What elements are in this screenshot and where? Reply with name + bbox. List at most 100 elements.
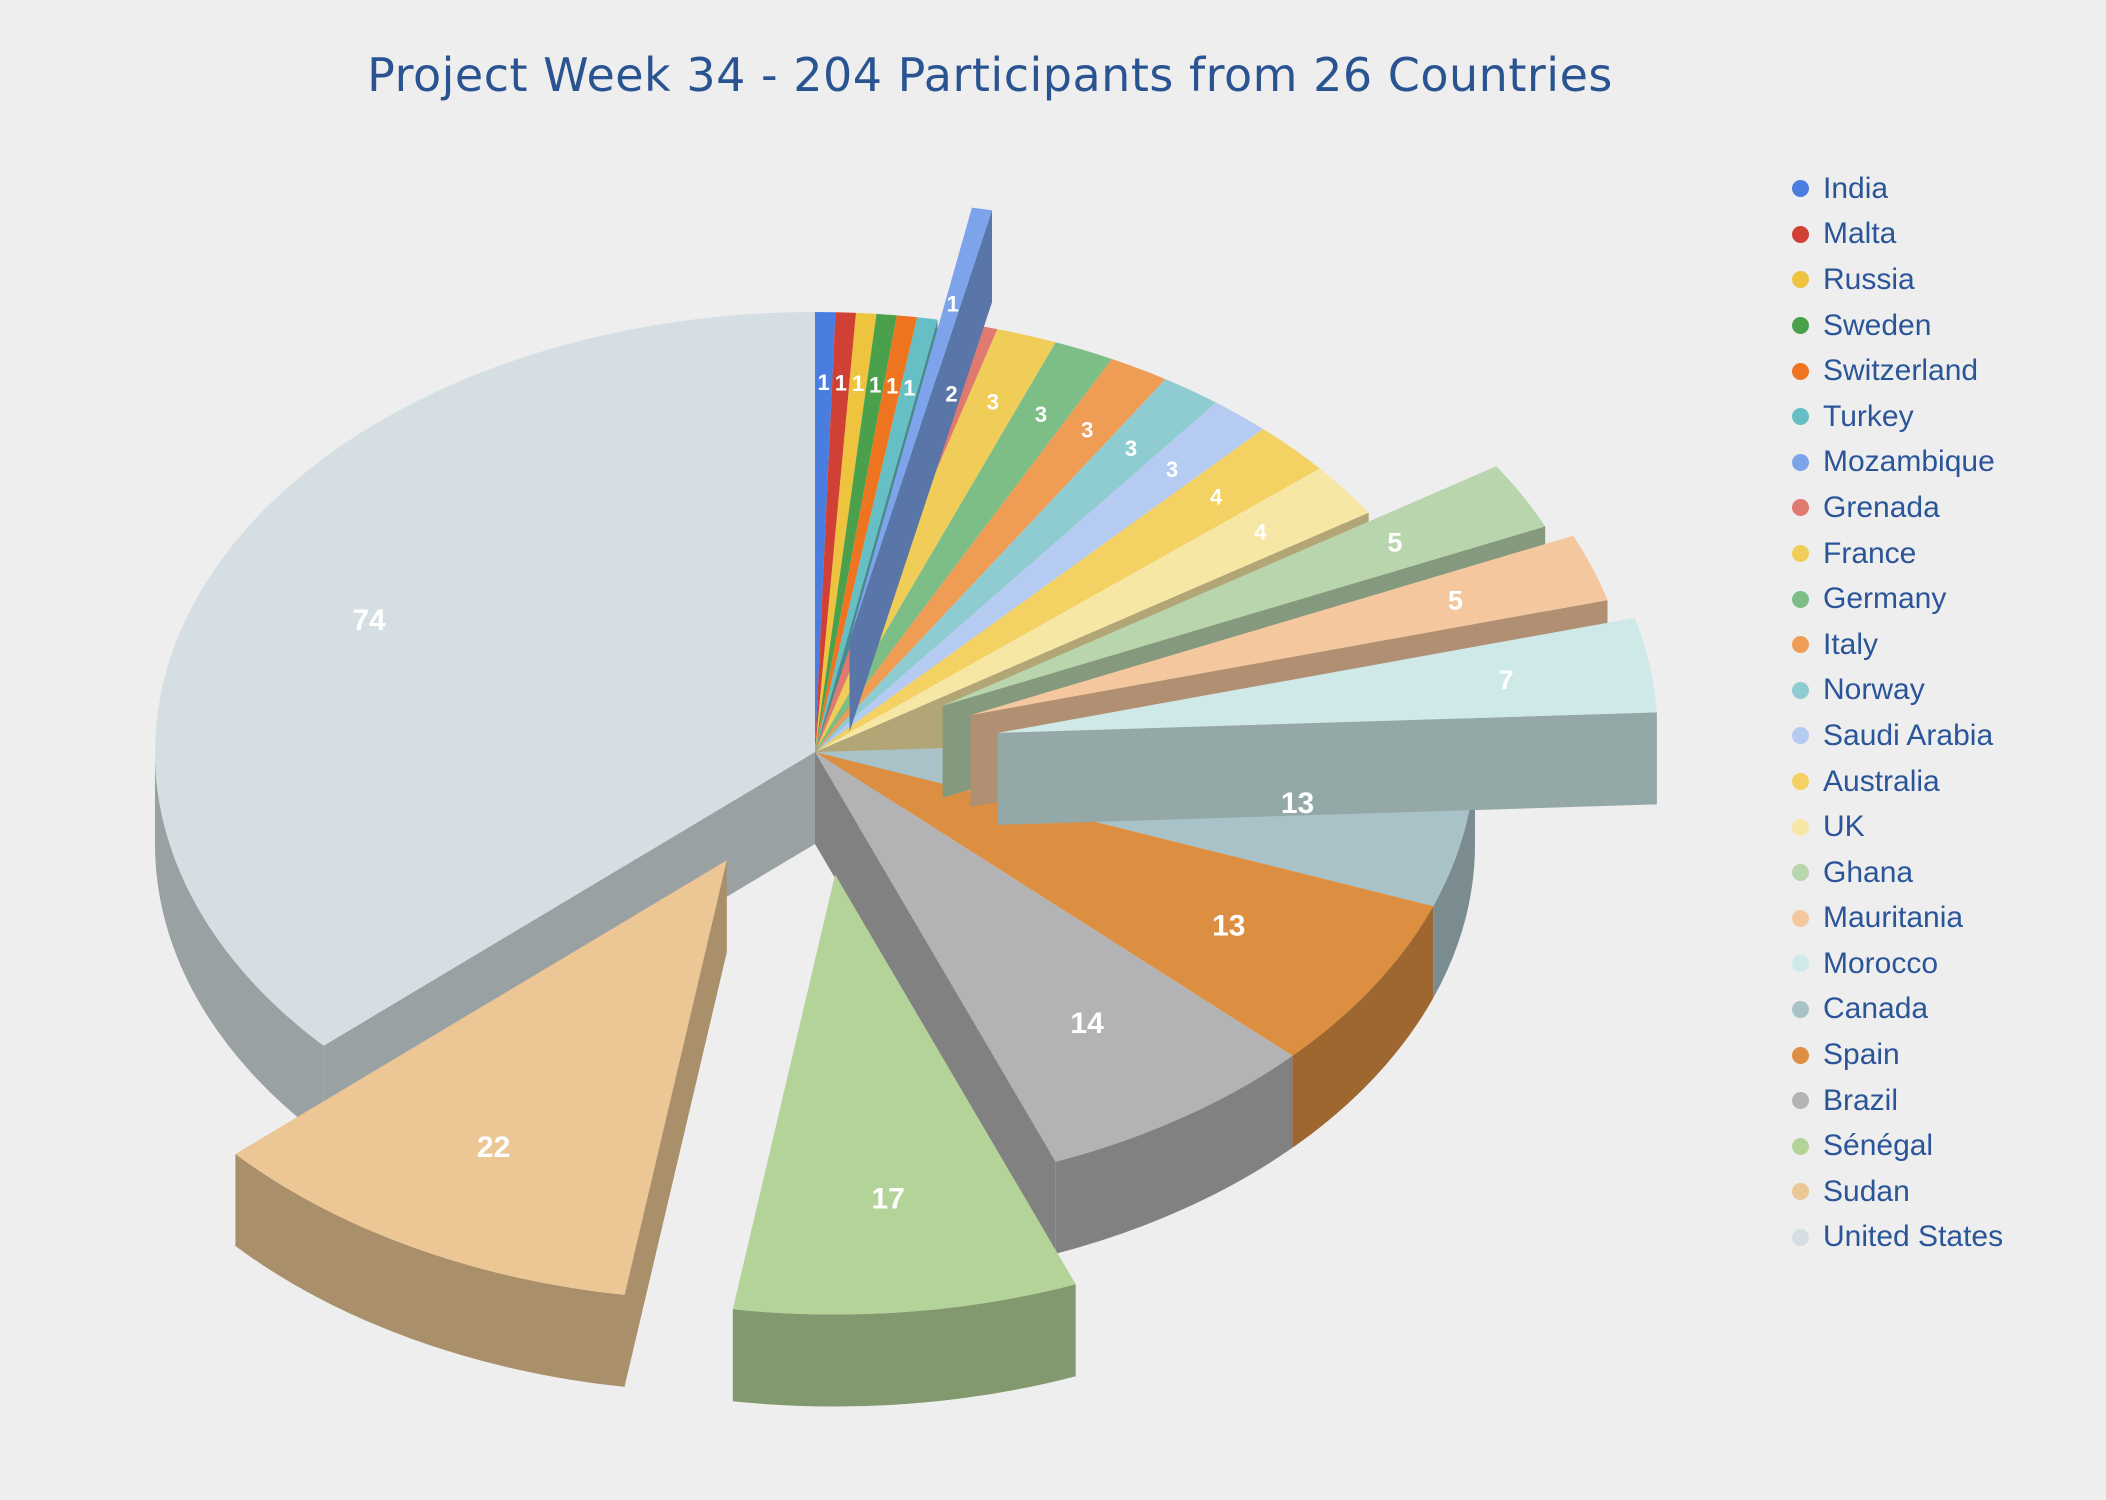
legend-color-dot [1792, 909, 1809, 927]
pie-slice-spain[interactable] [815, 752, 1434, 1056]
legend-item-label: Sweden [1823, 308, 1932, 342]
legend-color-dot [1792, 408, 1809, 426]
legend-color-dot [1792, 955, 1809, 973]
legend-item-morocco[interactable]: Morocco [1792, 941, 2003, 987]
legend-item-label: Italy [1823, 627, 1879, 661]
legend-color-dot [1792, 818, 1809, 836]
legend-item-label: Turkey [1823, 399, 1914, 433]
legend-item-france[interactable]: France [1792, 531, 2003, 577]
legend-item-label: Morocco [1823, 946, 1939, 980]
legend-item-label: Switzerland [1823, 354, 1979, 388]
legend-item-label: India [1823, 171, 1889, 205]
pie-slice-russia[interactable] [815, 312, 877, 752]
legend-item-uk[interactable]: UK [1792, 804, 2003, 850]
legend-item-spain[interactable]: Spain [1792, 1032, 2003, 1078]
legend-item-label: Saudi Arabia [1823, 718, 1994, 752]
legend-color-dot [1792, 681, 1809, 699]
legend-item-ghana[interactable]: Ghana [1792, 850, 2003, 896]
legend-color-dot [1792, 225, 1809, 243]
pie-slice-mauritania[interactable] [970, 535, 1608, 716]
legend-item-russia[interactable]: Russia [1792, 257, 2003, 303]
legend-item-canada[interactable]: Canada [1792, 987, 2003, 1033]
pie-slice-uk[interactable] [815, 468, 1369, 752]
legend: India Malta Russia Sweden Switzerland Turkey M… [1792, 166, 2003, 1260]
legend-color-dot [1792, 499, 1809, 517]
legend-item-brazil[interactable]: Brazil [1792, 1078, 2003, 1124]
legend-item-italy[interactable]: Italy [1792, 622, 2003, 668]
pie-slice-sweden[interactable] [815, 313, 897, 752]
pie-slice-brazil[interactable] [815, 752, 1293, 1162]
pie-slice-s-n-gal[interactable] [732, 874, 1076, 1315]
legend-item-label: Germany [1823, 582, 1947, 616]
legend-item-label: Sénégal [1823, 1129, 1934, 1163]
legend-item-label: Mauritania [1823, 901, 1964, 935]
legend-item-label: UK [1823, 810, 1865, 844]
pie-slice-sudan[interactable] [235, 860, 727, 1295]
legend-item-malta[interactable]: Malta [1792, 212, 2003, 258]
pie-slice-turkey[interactable] [815, 317, 938, 752]
pie-slice-ghana[interactable] [942, 466, 1546, 706]
legend-color-dot [1792, 590, 1809, 608]
legend-item-label: United States [1823, 1220, 2004, 1254]
legend-color-dot [1792, 864, 1809, 882]
legend-item-label: Brazil [1823, 1083, 1899, 1117]
legend-item-sweden[interactable]: Sweden [1792, 303, 2003, 349]
legend-item-label: Malta [1823, 217, 1897, 251]
legend-color-dot [1792, 1000, 1809, 1018]
pie-slice-side-sudan [624, 860, 727, 1387]
legend-item-mozambique[interactable]: Mozambique [1792, 440, 2003, 486]
legend-color-dot [1792, 1046, 1809, 1064]
legend-item-mauritania[interactable]: Mauritania [1792, 896, 2003, 942]
legend-color-dot [1792, 362, 1809, 380]
legend-color-dot [1792, 180, 1809, 198]
legend-item-norway[interactable]: Norway [1792, 668, 2003, 714]
pie-slice-saudi-arabia[interactable] [815, 402, 1264, 752]
legend-item-label: Ghana [1823, 855, 1914, 889]
pie-slice-side-morocco [997, 712, 1657, 825]
legend-item-grenada[interactable]: Grenada [1792, 485, 2003, 531]
pie-slice-rim-spain [1292, 906, 1434, 1148]
legend-color-dot [1792, 1228, 1809, 1246]
pie-slice-rim-sudan [235, 1154, 625, 1387]
pie-slice-morocco[interactable] [997, 617, 1657, 733]
legend-item-label: Sudan [1823, 1174, 1910, 1208]
pie-slice-mozambique[interactable] [849, 207, 993, 640]
legend-item-label: Spain [1823, 1038, 1900, 1072]
legend-color-dot [1792, 453, 1809, 471]
legend-item-united-states[interactable]: United States [1792, 1215, 2003, 1261]
pie-slice-malta[interactable] [815, 312, 856, 752]
pie-slice-side-mozambique [849, 210, 992, 732]
pie-slice-norway[interactable] [815, 379, 1217, 752]
legend-item-saudi-arabia[interactable]: Saudi Arabia [1792, 713, 2003, 759]
legend-color-dot [1792, 727, 1809, 745]
legend-item-label: Mozambique [1823, 445, 1995, 479]
pie-slice-germany[interactable] [815, 342, 1112, 752]
legend-item-label: Norway [1823, 673, 1925, 707]
pie-slice-australia[interactable] [815, 429, 1320, 752]
legend-color-dot [1792, 545, 1809, 563]
legend-color-dot [1792, 1092, 1809, 1110]
legend-item-switzerland[interactable]: Switzerland [1792, 348, 2003, 394]
pie-slice-rim-canada [1433, 752, 1475, 999]
legend-color-dot [1792, 1183, 1809, 1201]
pie-slice-rim-united-states [155, 752, 324, 1138]
legend-item-label: Australia [1823, 764, 1940, 798]
pie-slice-switzerland[interactable] [815, 315, 918, 752]
legend-item-australia[interactable]: Australia [1792, 759, 2003, 805]
legend-item-label: France [1823, 536, 1917, 570]
pie-slice-india[interactable] [815, 311, 836, 752]
legend-item-label: Grenada [1823, 490, 1940, 524]
legend-item-india[interactable]: India [1792, 166, 2003, 212]
legend-item-germany[interactable]: Germany [1792, 576, 2003, 622]
legend-color-dot [1792, 636, 1809, 654]
chart-title: Project Week 34 - 204 Participants from … [367, 48, 1613, 102]
legend-color-dot [1792, 773, 1809, 791]
pie-slice-united-states[interactable] [155, 312, 815, 1046]
legend-item-sudan[interactable]: Sudan [1792, 1169, 2003, 1215]
legend-item-s-n-gal[interactable]: Sénégal [1792, 1123, 2003, 1169]
pie-slice-side-brazil [815, 752, 1056, 1254]
legend-item-turkey[interactable]: Turkey [1792, 394, 2003, 440]
pie-slice-italy[interactable] [815, 359, 1166, 752]
